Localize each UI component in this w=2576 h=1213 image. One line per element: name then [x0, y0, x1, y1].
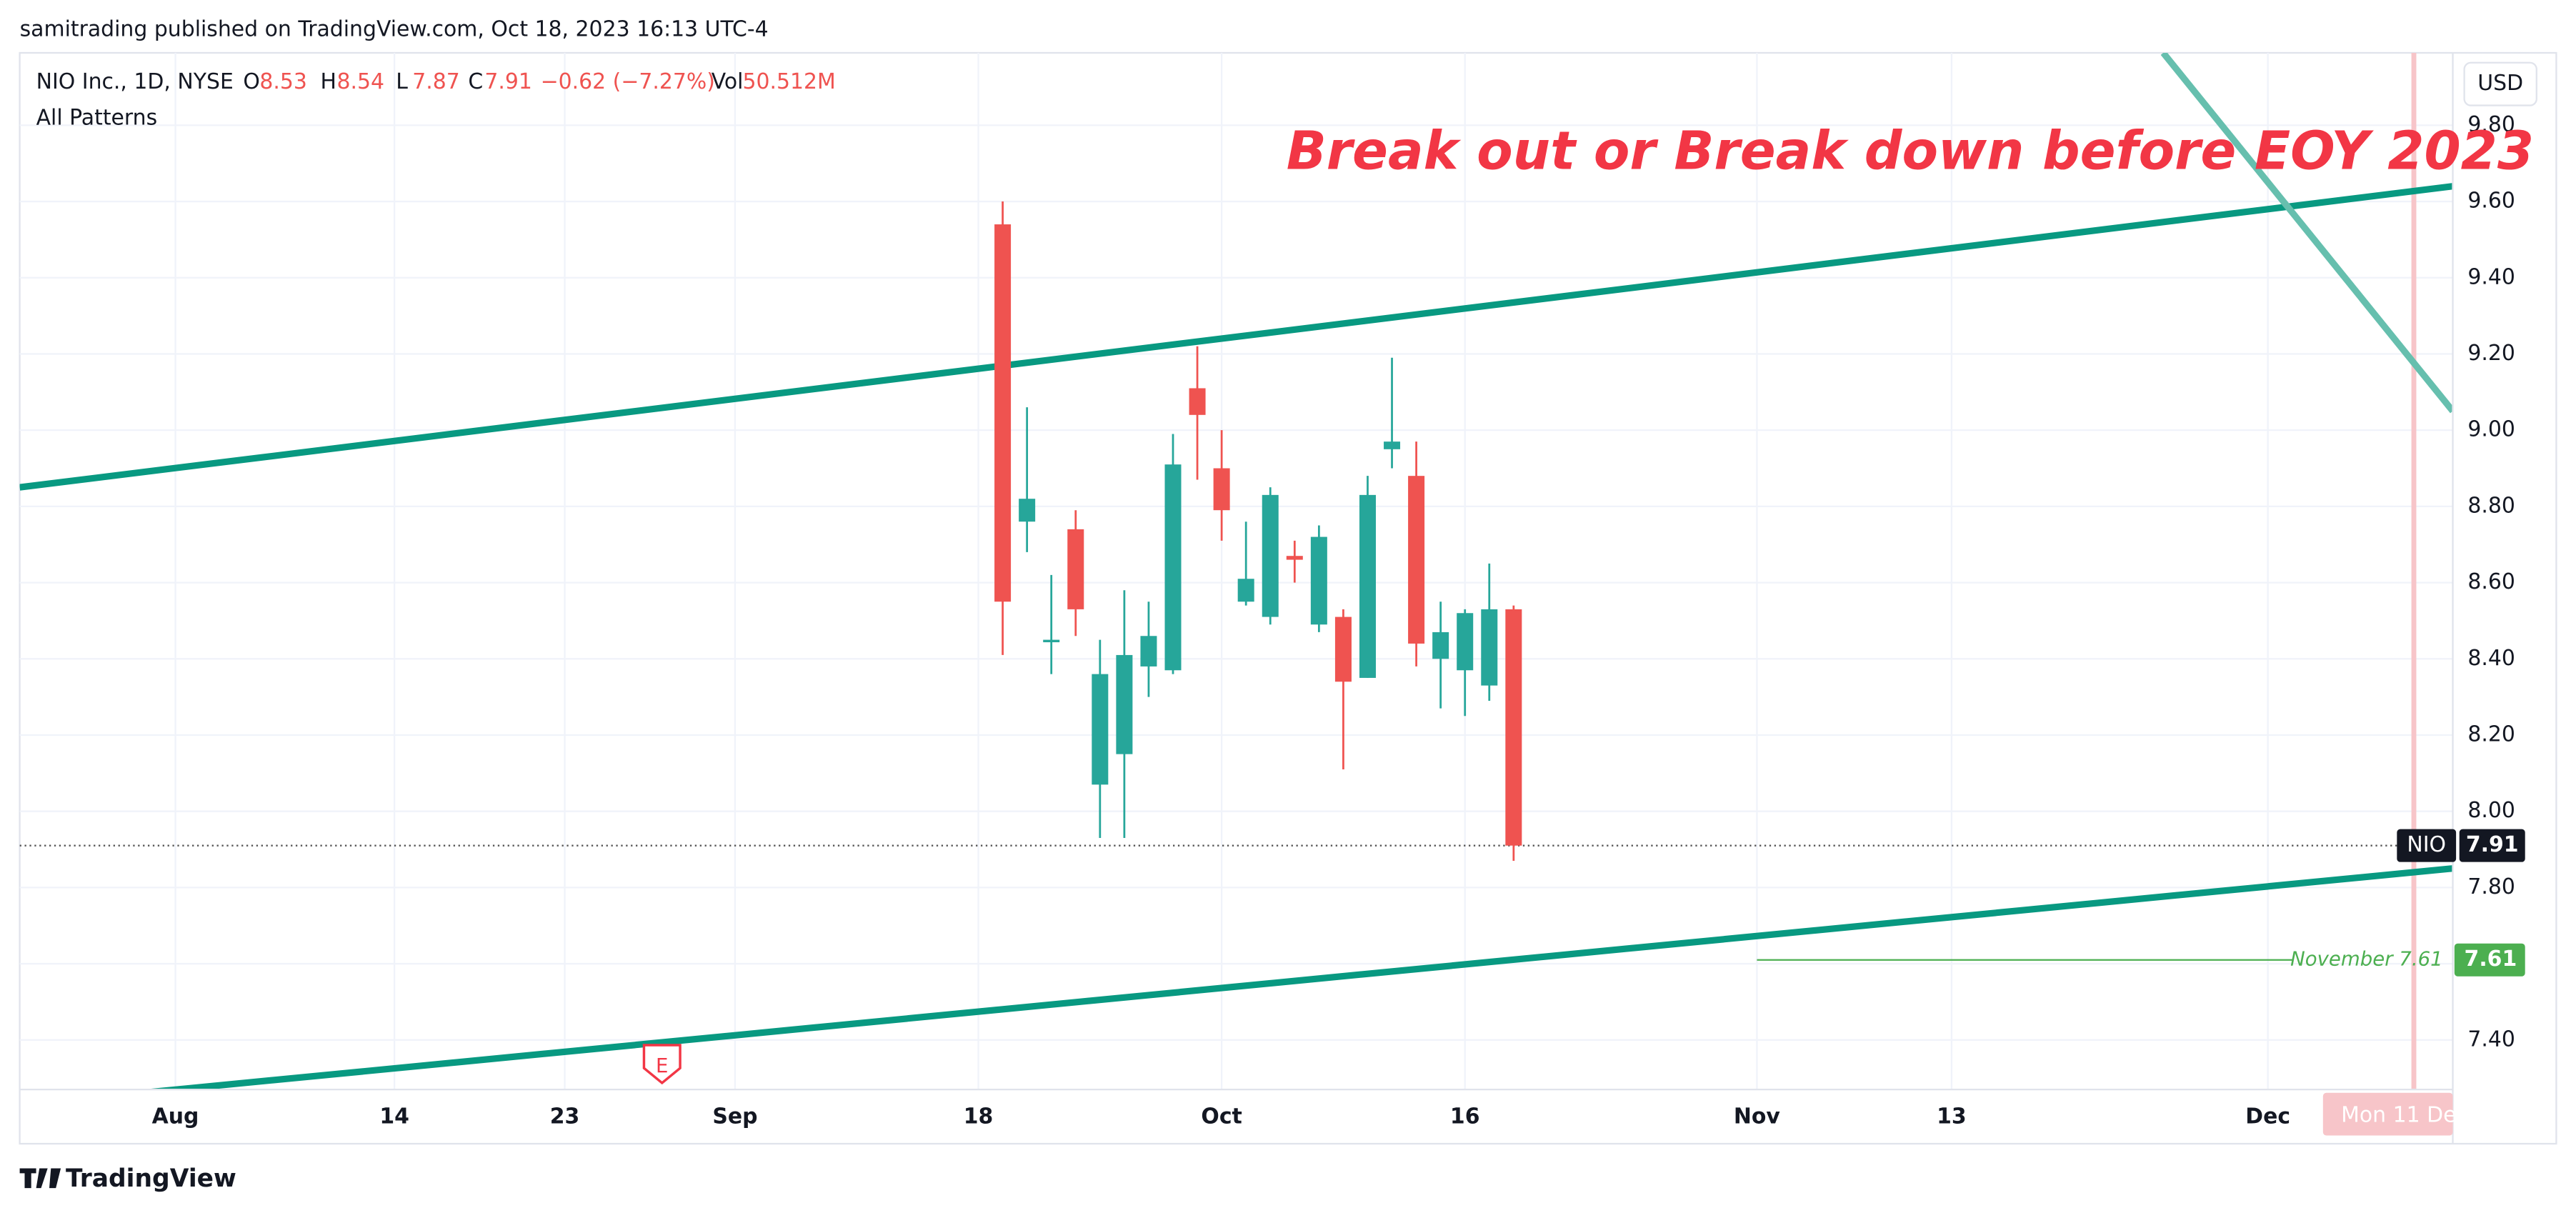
candle-body: [1457, 613, 1474, 671]
trendline: [19, 183, 2453, 491]
candle-body: [1140, 636, 1157, 667]
legend-label: Vol: [712, 69, 744, 94]
candle-body: [1310, 536, 1327, 625]
x-tick-label: 14: [379, 1104, 409, 1129]
legend-value: 8.53: [259, 69, 307, 94]
candle-body: [1019, 499, 1036, 522]
legend-label: O: [243, 69, 260, 94]
plot-area: November 7.61: [19, 52, 2453, 1090]
legend-value: 8.54: [336, 69, 384, 94]
candle-body: [1359, 494, 1376, 678]
y-tick-label: 8.40: [2467, 646, 2515, 671]
currency-box: [2463, 61, 2537, 106]
last-price-label: 7.91: [2466, 832, 2519, 857]
x-tick-label: Sep: [712, 1104, 757, 1129]
earnings-label: E: [656, 1054, 668, 1077]
symbol: NIO Inc., 1D, NYSE: [36, 69, 234, 94]
candle-body: [1432, 632, 1449, 659]
y-tick-label: 9.60: [2467, 189, 2515, 214]
legend-value: 7.87: [412, 69, 460, 94]
candle-body: [1116, 654, 1133, 754]
candle-body: [1067, 529, 1084, 609]
publisher: samitrading published on TradingView.com…: [20, 16, 769, 41]
candle-body: [1164, 464, 1182, 671]
candle-body: [1334, 617, 1352, 682]
candle-body: [1505, 609, 1522, 846]
candle-body: [1092, 674, 1109, 785]
candle-body: [1408, 476, 1425, 644]
last-price-tag: [2459, 829, 2525, 862]
candle-body: [1043, 639, 1060, 643]
x-tick-label: Aug: [152, 1104, 199, 1129]
legend-label: H: [320, 69, 336, 94]
trendline: [2160, 52, 2453, 414]
candle-body: [1286, 556, 1303, 560]
y-tick-label: 9.80: [2467, 112, 2515, 137]
price-line-label: November 7.61: [2290, 947, 2443, 971]
indicator: All Patterns: [36, 105, 158, 130]
annotation: Break out or Break down before EOY 2023: [1287, 121, 2534, 182]
legend-label: C: [468, 69, 483, 94]
candle-body: [1481, 609, 1498, 686]
cursor-label: Mon 11 Dec: [2341, 1102, 2468, 1127]
candle-body: [1384, 441, 1401, 449]
y-tick-label: 8.00: [2467, 798, 2515, 823]
price-line-tag-label: 7.61: [2465, 947, 2517, 972]
y-tick-label: 7.40: [2467, 1027, 2515, 1052]
symbol-tag: [2397, 829, 2457, 862]
x-tick-label: Dec: [2245, 1104, 2290, 1129]
currency: USD: [2477, 71, 2523, 96]
x-tick-label: 18: [964, 1104, 994, 1129]
legend-value: 50.512M: [742, 69, 835, 94]
brand-logo: [19, 1168, 61, 1189]
overlay: Aug1423Sep18Oct16Nov13Dec7.407.607.808.0…: [19, 52, 2537, 1144]
x-tick-label: 16: [1450, 1104, 1480, 1129]
y-tick-label: 9.40: [2467, 264, 2515, 289]
candle-body: [1262, 494, 1279, 617]
frame: [19, 51, 2557, 1145]
y-tick-label: 9.00: [2467, 417, 2515, 442]
y-tick-label: 8.80: [2467, 493, 2515, 518]
symbol-tag-label: NIO: [2407, 832, 2446, 857]
legend-label: L: [396, 69, 408, 94]
candle-body: [1213, 468, 1230, 511]
x-tick-label: 23: [550, 1104, 580, 1129]
y-tick-label: 9.20: [2467, 341, 2515, 366]
x-tick-label: Oct: [1201, 1104, 1242, 1129]
candle-body: [994, 224, 1012, 602]
earnings-marker: [642, 1044, 682, 1085]
brand: TradingView: [66, 1164, 236, 1193]
x-tick-label: 13: [1937, 1104, 1967, 1129]
y-tick-label: 8.60: [2467, 569, 2515, 594]
trendline: [142, 865, 2453, 1090]
x-tick-label: Nov: [1734, 1104, 1781, 1129]
legend-value: 7.91: [484, 69, 532, 94]
candle-body: [1237, 579, 1254, 602]
candle-body: [1189, 388, 1206, 415]
price-line-tag: [2454, 943, 2525, 977]
y-tick-label: 7.80: [2467, 874, 2515, 899]
legend-change: −0.62 (−7.27%): [541, 69, 715, 94]
cursor-tag: [2322, 1092, 2453, 1136]
y-tick-label: 8.20: [2467, 722, 2515, 747]
